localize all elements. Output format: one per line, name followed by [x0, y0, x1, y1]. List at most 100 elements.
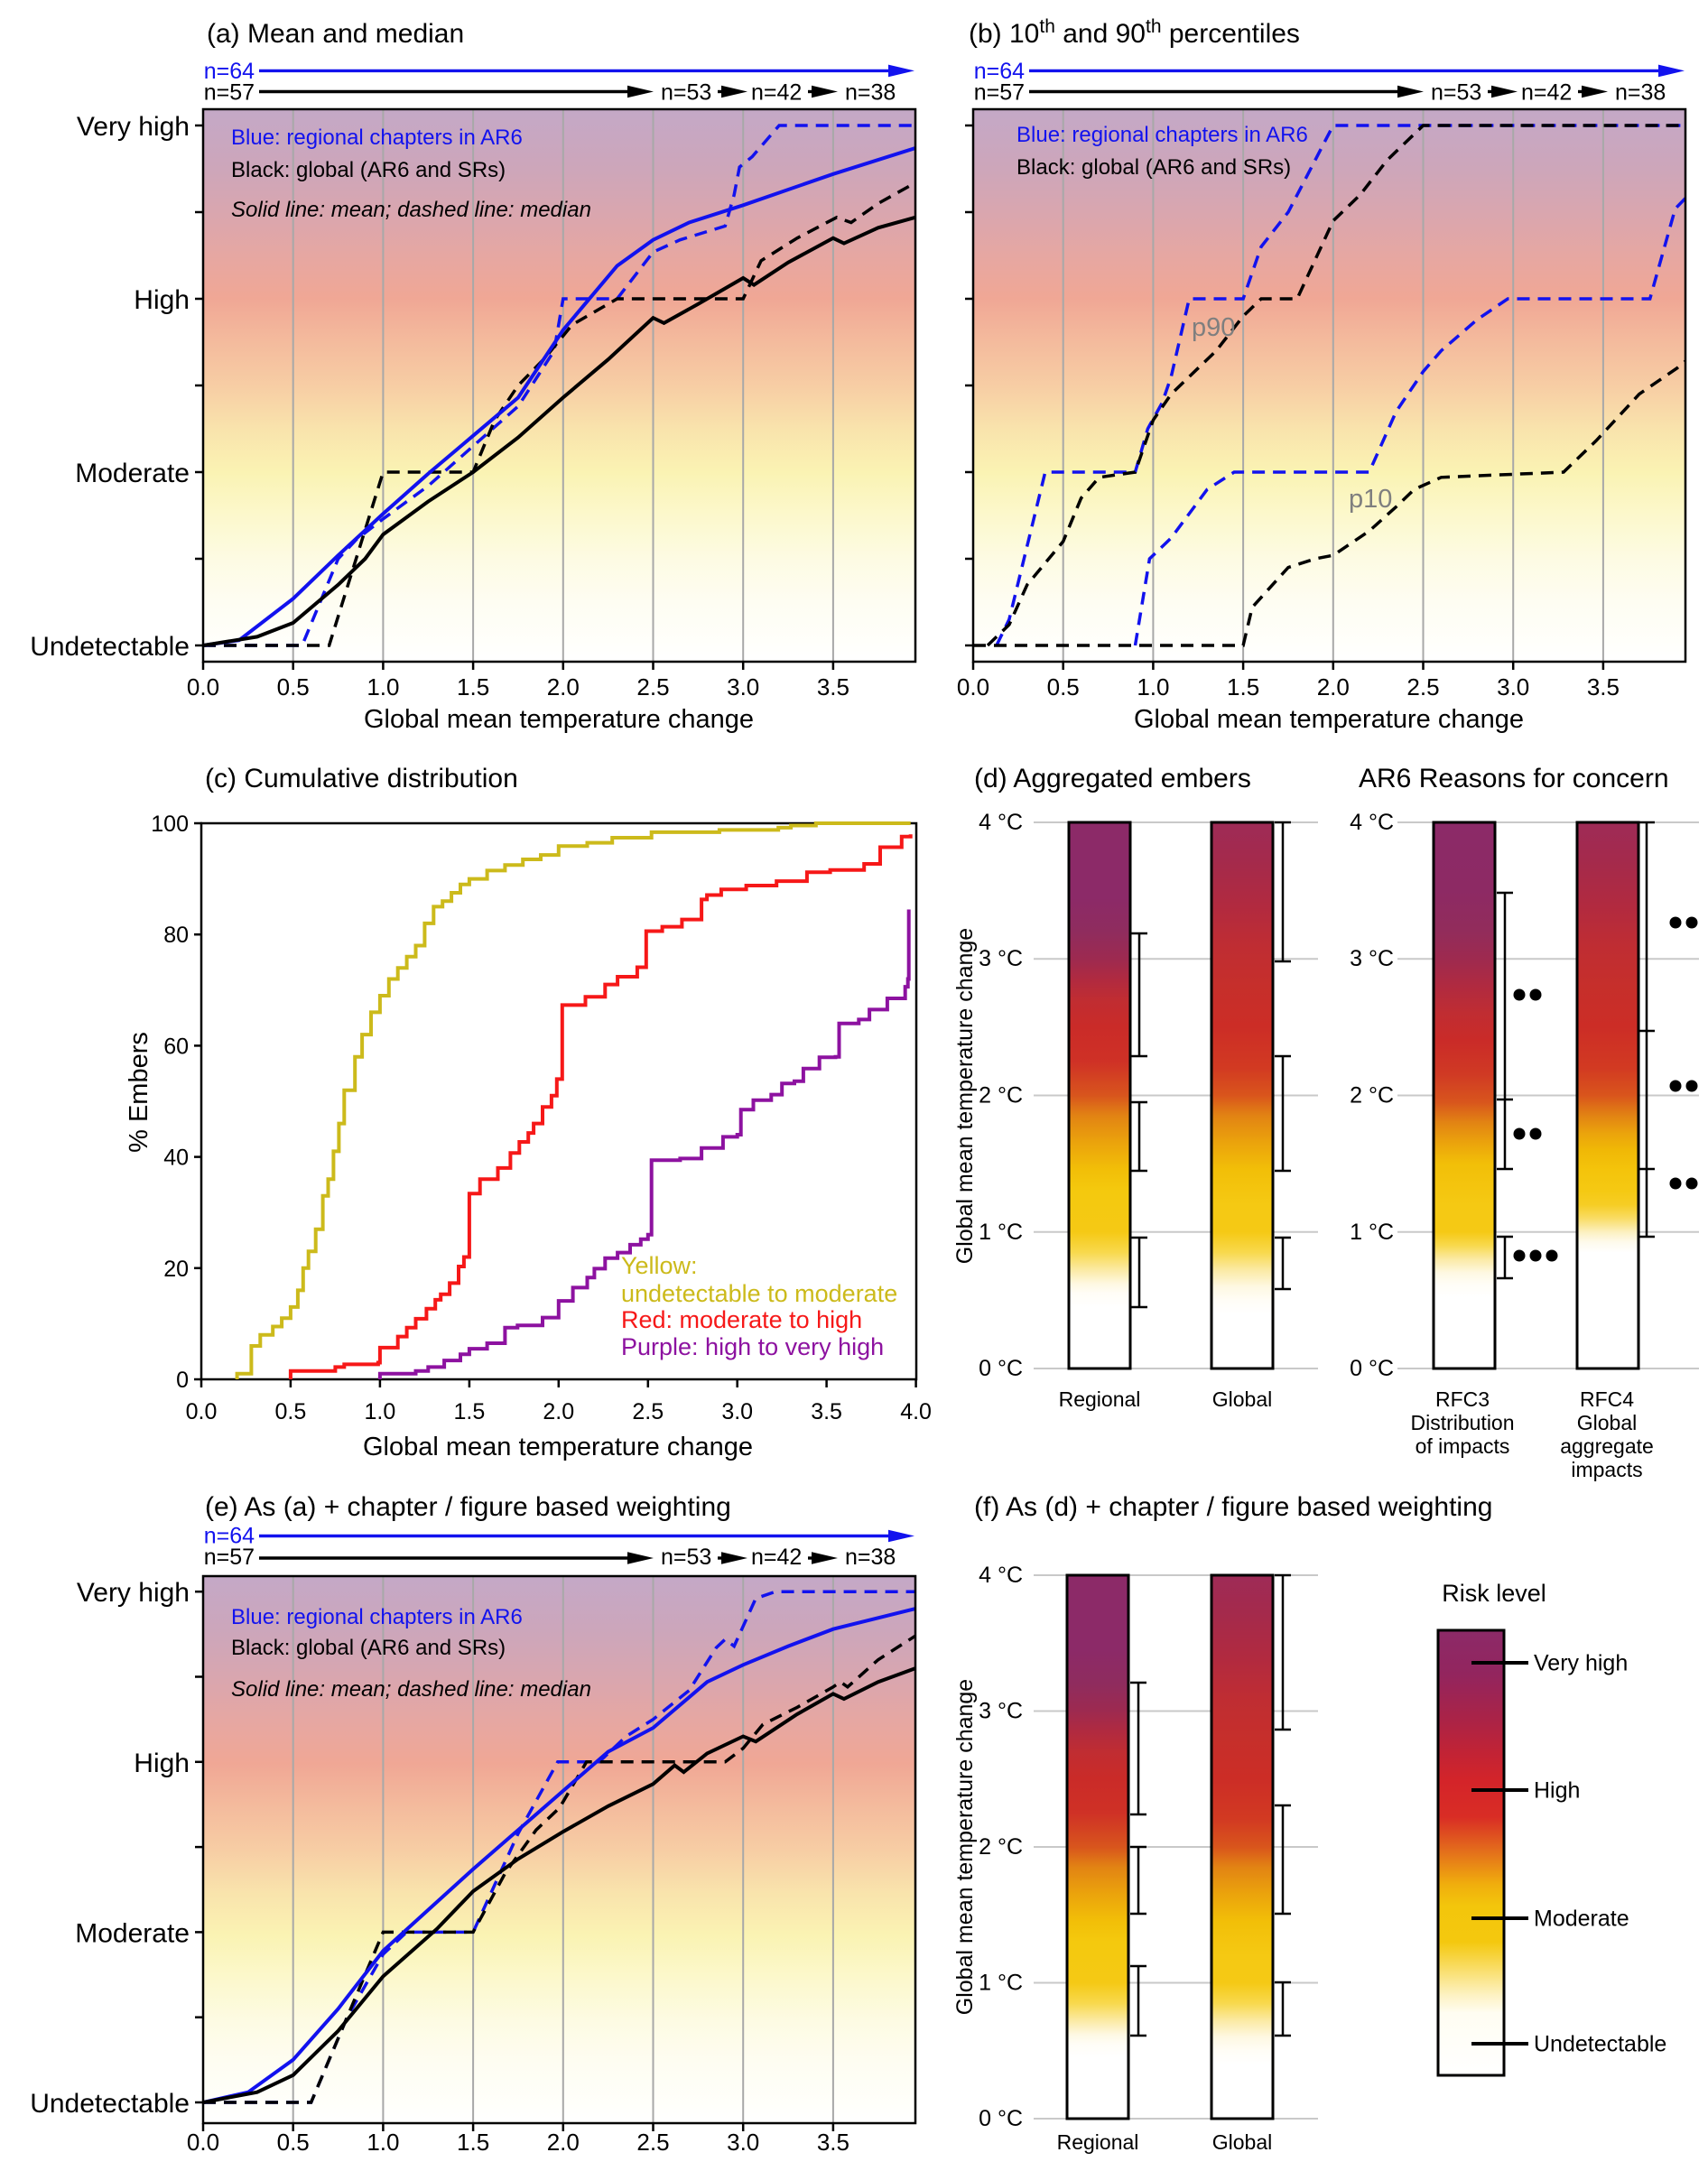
svg-text:1.0: 1.0	[1137, 673, 1169, 700]
svg-text:(e) As (a) + chapter / figure: (e) As (a) + chapter / figure based weig…	[205, 1492, 731, 1522]
svg-text:0.0: 0.0	[186, 1399, 218, 1424]
svg-text:Undetectable: Undetectable	[30, 632, 190, 662]
svg-text:High: High	[134, 285, 190, 315]
svg-text:2.0: 2.0	[1317, 673, 1350, 700]
svg-text:3.0: 3.0	[727, 2129, 759, 2156]
svg-text:Solid line: mean; dashed line:: Solid line: mean; dashed line: median	[231, 1677, 591, 1702]
svg-text:2 °C: 2 °C	[979, 1083, 1023, 1109]
svg-text:1.0: 1.0	[365, 1399, 396, 1424]
svg-text:impacts: impacts	[1571, 1458, 1642, 1481]
svg-text:0: 0	[176, 1368, 189, 1393]
svg-text:0.0: 0.0	[957, 673, 989, 700]
svg-text:100: 100	[151, 812, 189, 837]
svg-text:2.5: 2.5	[636, 2129, 669, 2156]
svg-text:Very high: Very high	[1534, 1651, 1628, 1676]
svg-text:n=38: n=38	[1615, 80, 1666, 106]
svg-text:Undetectable: Undetectable	[30, 2089, 190, 2119]
svg-text:20: 20	[163, 1257, 189, 1282]
svg-text:Black: global (AR6 and SRs): Black: global (AR6 and SRs)	[231, 1636, 506, 1660]
svg-text:of impacts: of impacts	[1416, 1434, 1510, 1458]
svg-text:Global mean temperature change: Global mean temperature change	[364, 705, 754, 734]
svg-text:n=38: n=38	[845, 80, 896, 106]
svg-text:0 °C: 0 °C	[1350, 1356, 1394, 1381]
svg-text:2.0: 2.0	[547, 673, 580, 700]
svg-text:Global: Global	[1212, 2130, 1272, 2154]
svg-text:Global: Global	[1212, 1387, 1272, 1411]
svg-text:1.0: 1.0	[367, 2129, 399, 2156]
svg-text:1 °C: 1 °C	[979, 1220, 1023, 1245]
svg-text:Global mean temperature change: Global mean temperature change	[952, 928, 978, 1264]
svg-text:3 °C: 3 °C	[979, 946, 1023, 971]
svg-text:Moderate: Moderate	[75, 459, 190, 488]
svg-text:Purple: high to very high: Purple: high to very high	[621, 1333, 884, 1360]
svg-text:Global mean temperature change: Global mean temperature change	[363, 1433, 753, 1461]
svg-text:High: High	[134, 1749, 190, 1778]
svg-text:n=53: n=53	[1431, 80, 1481, 106]
svg-text:n=64: n=64	[204, 1524, 255, 1549]
svg-text:% Embers: % Embers	[125, 1032, 153, 1153]
svg-text:1 °C: 1 °C	[1350, 1220, 1394, 1245]
svg-text:2.5: 2.5	[1406, 673, 1439, 700]
svg-text:AR6 Reasons for concern: AR6 Reasons for concern	[1359, 764, 1669, 793]
svg-text:n=53: n=53	[661, 1545, 711, 1570]
svg-text:Global mean temperature change: Global mean temperature change	[952, 1679, 978, 2015]
svg-text:3.5: 3.5	[817, 673, 849, 700]
svg-text:0.5: 0.5	[277, 673, 310, 700]
svg-text:0.0: 0.0	[187, 673, 219, 700]
svg-text:RFC3: RFC3	[1435, 1387, 1490, 1411]
svg-text:Moderate: Moderate	[75, 1918, 190, 1948]
svg-text:n=42: n=42	[751, 1545, 802, 1570]
svg-text:1.0: 1.0	[367, 673, 399, 700]
svg-text:High: High	[1534, 1778, 1580, 1804]
svg-text:Blue: regional chapters in AR6: Blue: regional chapters in AR6	[231, 125, 523, 150]
svg-text:(c) Cumulative distribution: (c) Cumulative distribution	[205, 764, 518, 793]
svg-text:2.0: 2.0	[547, 2129, 580, 2156]
svg-text:0.5: 0.5	[1047, 673, 1080, 700]
svg-text:Blue: regional chapters in AR6: Blue: regional chapters in AR6	[1016, 123, 1308, 147]
svg-text:2 °C: 2 °C	[979, 1834, 1023, 1860]
svg-text:1.5: 1.5	[1227, 673, 1259, 700]
svg-text:p90: p90	[1192, 313, 1235, 342]
svg-text:n=57: n=57	[204, 1545, 255, 1570]
svg-text:0.5: 0.5	[277, 2129, 310, 2156]
svg-text:Blue: regional chapters in AR6: Blue: regional chapters in AR6	[231, 1605, 523, 1629]
svg-text:3 °C: 3 °C	[979, 1699, 1023, 1724]
svg-text:Black: global (AR6 and SRs): Black: global (AR6 and SRs)	[231, 158, 506, 182]
svg-text:3.5: 3.5	[811, 1399, 842, 1424]
svg-text:aggregate: aggregate	[1560, 1434, 1654, 1458]
svg-text:Yellow:: Yellow:	[621, 1252, 698, 1279]
svg-text:RFC4: RFC4	[1580, 1387, 1634, 1411]
svg-text:Regional: Regional	[1059, 1387, 1141, 1411]
svg-text:0.0: 0.0	[187, 2129, 219, 2156]
svg-text:2 °C: 2 °C	[1350, 1083, 1394, 1109]
svg-text:4 °C: 4 °C	[979, 810, 1023, 835]
svg-text:Global: Global	[1577, 1411, 1637, 1434]
svg-text:n=64: n=64	[204, 59, 255, 84]
svg-text:Global mean temperature change: Global mean temperature change	[1134, 705, 1524, 734]
svg-text:3.5: 3.5	[817, 2129, 849, 2156]
svg-text:n=53: n=53	[661, 80, 711, 106]
svg-text:n=38: n=38	[845, 1545, 896, 1570]
svg-text:p10: p10	[1349, 485, 1392, 514]
svg-text:Very high: Very high	[77, 1578, 190, 1608]
svg-text:(f) As (d) + chapter / figure: (f) As (d) + chapter / figure based weig…	[974, 1492, 1492, 1522]
svg-text:0 °C: 0 °C	[979, 2106, 1023, 2131]
svg-text:3.0: 3.0	[1497, 673, 1529, 700]
svg-text:(b) 10th and 90th percentiles: (b) 10th and 90th percentiles	[969, 16, 1300, 49]
svg-text:Red: moderate to high: Red: moderate to high	[621, 1306, 862, 1333]
svg-text:n=42: n=42	[1521, 80, 1572, 106]
svg-text:40: 40	[163, 1146, 189, 1171]
svg-text:1.5: 1.5	[457, 673, 489, 700]
svg-text:(d) Aggregated embers: (d) Aggregated embers	[974, 764, 1251, 793]
svg-text:Risk level: Risk level	[1442, 1580, 1546, 1607]
svg-text:Very high: Very high	[77, 112, 190, 142]
svg-text:2.5: 2.5	[632, 1399, 664, 1424]
svg-text:Distribution: Distribution	[1410, 1411, 1514, 1434]
svg-text:1.5: 1.5	[457, 2129, 489, 2156]
svg-text:0.5: 0.5	[275, 1399, 307, 1424]
svg-text:4 °C: 4 °C	[1350, 810, 1394, 835]
svg-text:1.5: 1.5	[454, 1399, 486, 1424]
svg-text:Moderate: Moderate	[1534, 1907, 1629, 1932]
svg-text:1 °C: 1 °C	[979, 1971, 1023, 1996]
svg-text:n=64: n=64	[974, 59, 1025, 84]
